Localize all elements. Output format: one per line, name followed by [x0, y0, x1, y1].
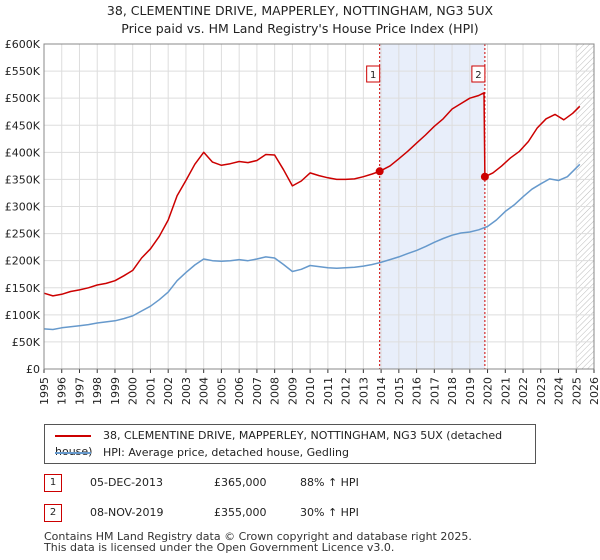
x-tick-label: 2004 — [198, 377, 211, 405]
y-tick-label: £0 — [26, 363, 40, 376]
y-tick-label: £550K — [5, 65, 41, 78]
y-tick-label: £500K — [5, 92, 41, 105]
chart-legend: 38, CLEMENTINE DRIVE, MAPPERLEY, NOTTING… — [44, 424, 536, 464]
transaction-date: 05-DEC-2013 — [90, 476, 164, 489]
price-chart: £0 £50K £100K £150K £200K £250K £300K £350K £400… — [5, 38, 600, 405]
x-tick-label: 2006 — [233, 377, 246, 405]
x-tick-label: 1997 — [73, 377, 86, 405]
y-tick-label: £400K — [5, 146, 41, 159]
sale-point — [480, 172, 489, 181]
x-tick-label: 2019 — [464, 377, 477, 405]
x-tick-label: 2023 — [535, 377, 548, 405]
sale-label: 1 — [370, 70, 376, 81]
sale-label-box — [471, 65, 486, 83]
y-tick-label: £450K — [5, 119, 41, 132]
legend-label-property: 38, CLEMENTINE DRIVE, MAPPERLEY, NOTTING… — [55, 429, 503, 458]
y-tick-label: £250K — [5, 228, 41, 241]
transaction-hpi-change: 30% ↑ HPI — [300, 506, 359, 519]
x-tick-label: 2002 — [162, 377, 175, 405]
transaction-price: £365,000 — [214, 476, 267, 489]
y-tick-label: £100K — [5, 309, 41, 322]
y-tick-label: £600K — [5, 38, 41, 51]
sale-label: 2 — [475, 70, 481, 81]
y-tick-label: £50K — [12, 336, 41, 349]
transaction-marker: 2 — [44, 504, 62, 522]
legend-swatch-hpi — [55, 452, 91, 454]
x-tick-label: 2024 — [553, 377, 566, 405]
x-tick-label: 2021 — [499, 377, 512, 405]
series-line-property — [43, 92, 581, 297]
x-tick-label: 2010 — [304, 377, 317, 405]
footer-line-2: This data is licensed under the Open Gov… — [44, 541, 395, 554]
x-tick-label: 2017 — [428, 377, 441, 405]
x-tick-label: 1999 — [109, 377, 122, 405]
x-tick-label: 2009 — [286, 377, 299, 405]
x-tick-label: 2013 — [357, 377, 370, 405]
transaction-row: 2 08-NOV-2019 £355,000 30% ↑ HPI — [44, 503, 544, 523]
transaction-price: £355,000 — [214, 506, 267, 519]
y-tick-label: £300K — [5, 201, 41, 214]
transaction-row: 1 05-DEC-2013 £365,000 88% ↑ HPI — [44, 473, 544, 493]
transaction-date: 08-NOV-2019 — [90, 506, 164, 519]
x-tick-label: 2007 — [251, 377, 264, 405]
x-tick-label: 2026 — [588, 377, 600, 405]
y-tick-label: £350K — [5, 173, 41, 186]
title-line-1: 38, CLEMENTINE DRIVE, MAPPERLEY, NOTTING… — [106, 3, 494, 18]
x-tick-label: 2001 — [144, 377, 157, 405]
x-tick-label: 2018 — [446, 377, 459, 405]
legend-item-property: 38, CLEMENTINE DRIVE, MAPPERLEY, NOTTING… — [55, 428, 535, 458]
x-tick-label: 2025 — [570, 377, 583, 405]
x-tick-label: 2008 — [269, 377, 282, 405]
x-tick-label: 2022 — [517, 377, 530, 405]
y-tick-label: £150K — [5, 282, 41, 295]
legend-item-hpi: HPI: Average price, detached house, Gedl… — [55, 445, 349, 461]
x-tick-label: 2012 — [340, 377, 353, 405]
x-tick-label: 2016 — [411, 377, 424, 405]
legend-label-hpi: HPI: Average price, detached house, Gedl… — [103, 446, 349, 459]
x-tick-label: 1996 — [56, 377, 69, 405]
x-tick-label: 2003 — [180, 377, 193, 405]
x-tick-label: 2014 — [375, 377, 388, 405]
plot-border — [43, 43, 595, 370]
y-tick-label: £200K — [5, 255, 41, 268]
sale-label-box — [366, 65, 381, 83]
x-tick-label: 1998 — [91, 377, 104, 405]
legend-swatch-property — [55, 435, 91, 437]
footer-attribution: Contains HM Land Registry data © Crown c… — [44, 531, 472, 553]
series-line-hpi — [43, 163, 581, 331]
chart-title: 38, CLEMENTINE DRIVE, MAPPERLEY, NOTTING… — [0, 2, 600, 38]
sale-point — [375, 167, 384, 176]
transaction-hpi-change: 88% ↑ HPI — [300, 476, 359, 489]
x-tick-label: 2011 — [322, 377, 335, 405]
title-line-2: Price paid vs. HM Land Registry's House … — [121, 21, 479, 36]
footer-line-1: Contains HM Land Registry data © Crown c… — [44, 530, 472, 543]
x-tick-label: 2015 — [393, 377, 406, 405]
x-tick-label: 2020 — [482, 377, 495, 405]
x-tick-label: 2000 — [127, 377, 140, 405]
transaction-marker: 1 — [44, 474, 62, 492]
x-tick-label: 2005 — [215, 377, 228, 405]
x-tick-label: 1995 — [38, 377, 51, 405]
